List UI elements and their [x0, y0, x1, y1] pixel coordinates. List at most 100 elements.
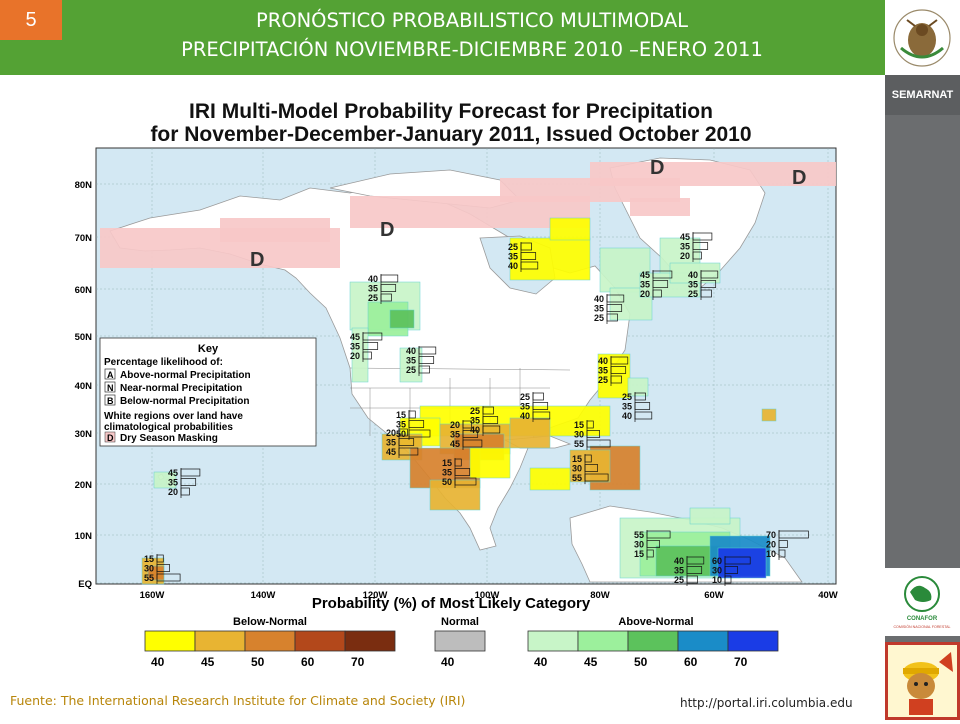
annotation-value: 25	[674, 575, 684, 585]
source-url[interactable]: http://portal.iri.columbia.edu	[680, 696, 853, 710]
annotation-value: 35	[406, 356, 416, 366]
key-letter-n: N	[107, 383, 114, 393]
annotation-value: 30	[712, 566, 722, 576]
annotation-value: 20	[680, 251, 690, 261]
annotation-value: 45	[450, 439, 460, 449]
annotation-value: 20	[168, 487, 178, 497]
key-letter-d: D	[107, 433, 114, 443]
annotation-value: 70	[766, 530, 776, 540]
legend-normal-label: Normal	[441, 616, 479, 628]
annotation-value: 20	[766, 540, 776, 550]
legend-above-label: Above-Normal	[618, 616, 693, 628]
below-tick: 70	[351, 655, 365, 669]
annotation-value: 25	[470, 406, 480, 416]
annotation-value: 20	[450, 420, 460, 430]
above-swatch	[577, 630, 629, 652]
annotation-value: 55	[634, 530, 644, 540]
above-tick: 70	[734, 655, 748, 669]
lat-label: 20N	[75, 480, 93, 491]
annotation-value: 25	[622, 392, 632, 402]
lon-label: 100W	[475, 590, 500, 601]
annotation-value: 35	[350, 342, 360, 352]
forecast-cell	[717, 547, 767, 579]
above-tick: 60	[684, 655, 698, 669]
annotation-value: 35	[674, 566, 684, 576]
annotation-value: 20	[350, 351, 360, 361]
forecast-cell	[153, 471, 177, 489]
lat-label: 50N	[75, 332, 93, 343]
above-swatch	[627, 630, 679, 652]
forecast-cell	[469, 447, 511, 479]
annotation-value: 35	[386, 438, 396, 448]
lat-label: 10N	[75, 531, 93, 542]
legend-below-label: Below-Normal	[233, 616, 307, 628]
above-tick: 40	[534, 655, 548, 669]
color-legend: 40 45 50 60 70 40 40 45 50 60 70	[144, 630, 779, 669]
annotation-value: 40	[470, 425, 480, 435]
annotation-value: 50	[442, 477, 452, 487]
annotation-value: 15	[442, 458, 452, 468]
above-tick: 50	[634, 655, 648, 669]
annotation-value: 15	[574, 420, 584, 430]
annotation-value: 25	[598, 375, 608, 385]
annotation-value: 45	[350, 332, 360, 342]
source-credit: Fuente: The International Research Insti…	[10, 693, 466, 708]
normal-swatch	[434, 630, 486, 652]
lon-label: 40W	[818, 590, 838, 601]
forecast-cell	[590, 162, 836, 186]
lon-label: 160W	[140, 590, 165, 601]
forecast-cell	[689, 507, 731, 525]
dry-mask-mark: D	[380, 219, 394, 241]
annotation-value: 30	[574, 430, 584, 440]
map-title-line2: for November-December-January 2011, Issu…	[150, 123, 751, 146]
annotation-value: 30	[572, 464, 582, 474]
conafor-text: CONAFOR	[907, 616, 938, 622]
annotation-value: 60	[712, 556, 722, 566]
below-swatch	[244, 630, 296, 652]
slide-title-line1: PRONÓSTICO PROBABILISTICO MULTIMODAL	[255, 9, 689, 32]
below-tick: 60	[301, 655, 315, 669]
key-row-dry: Dry Season Masking	[120, 433, 218, 444]
lat-label: 40N	[75, 381, 93, 392]
normal-tick: 40	[441, 655, 455, 669]
forecast-cell	[220, 218, 330, 242]
forecast-map-svg: IRI Multi-Model Probability Forecast for…	[75, 100, 838, 669]
key-letter-a: A	[107, 370, 114, 380]
below-swatch	[294, 630, 346, 652]
slide-title: PRONÓSTICO PROBABILISTICO MULTIMODAL PRE…	[62, 6, 882, 64]
annotation-value: 35	[508, 252, 518, 262]
annotation-value: 40	[594, 294, 604, 304]
forecast-cell	[147, 565, 165, 581]
annotation-value: 25	[688, 289, 698, 299]
above-tick: 45	[584, 655, 598, 669]
key-row-below: Below-normal Precipitation	[120, 396, 249, 407]
annotation-value: 50	[396, 429, 406, 439]
key-note-line2: climatological probabilities	[104, 422, 233, 433]
forecast-cells	[100, 162, 836, 585]
legend-key-box: Key Percentage likelihood of: A Above-no…	[99, 337, 317, 447]
annotation-value: 35	[396, 420, 406, 430]
annotation-value: 35	[640, 280, 650, 290]
annotation-value: 15	[144, 554, 154, 564]
conafor-full-text: COMISIÓN NACIONAL FORESTAL	[893, 624, 950, 629]
annotation-value: 20	[640, 289, 650, 299]
conafor-logo: CONAFOR COMISIÓN NACIONAL FORESTAL	[885, 568, 960, 636]
annotation-value: 45	[168, 468, 178, 478]
lon-label: 120W	[363, 590, 388, 601]
forecast-cell	[529, 467, 571, 491]
forecast-cell	[549, 217, 591, 241]
annotation-value: 40	[368, 274, 378, 284]
